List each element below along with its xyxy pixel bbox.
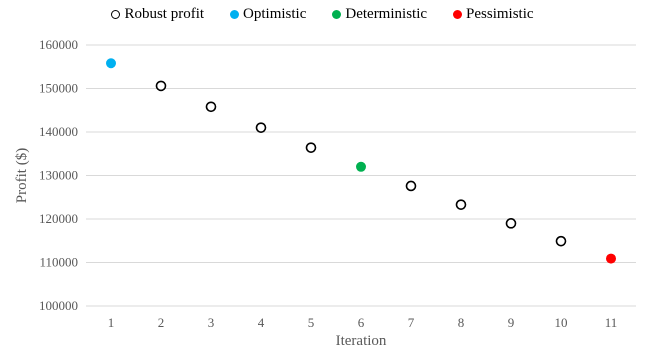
x-tick-label-6: 6	[358, 315, 365, 330]
point-robust-profit-2	[155, 80, 167, 92]
legend-item-robust-profit: Robust profit	[111, 6, 204, 23]
x-tick-label-1: 1	[108, 315, 115, 330]
x-tick-label-7: 7	[408, 315, 415, 330]
x-tick-label-10: 10	[555, 315, 568, 330]
x-tick-label-8: 8	[458, 315, 465, 330]
point-deterministic-6	[356, 161, 366, 172]
point-robust-profit-9	[505, 218, 517, 229]
x-tick-label-4: 4	[258, 315, 265, 330]
y-tick-label-130000: 130000	[39, 168, 78, 183]
y-tick-label-160000: 160000	[39, 37, 78, 52]
point-robust-profit-3	[205, 101, 217, 113]
x-tick-label-2: 2	[158, 315, 165, 330]
legend-item-pessimistic: Pessimistic	[453, 6, 534, 23]
point-optimistic-1	[106, 58, 116, 69]
y-tick-label-120000: 120000	[39, 211, 78, 226]
point-robust-profit-7	[405, 180, 417, 192]
point-robust-profit-5	[305, 142, 317, 153]
y-tick-label-150000: 150000	[39, 81, 78, 96]
legend-label-pessimistic: Pessimistic	[466, 6, 534, 22]
legend-label-robust-profit: Robust profit	[124, 6, 205, 22]
y-tick-label-140000: 140000	[39, 124, 78, 139]
point-robust-profit-10	[555, 235, 567, 247]
x-tick-label-11: 11	[605, 315, 618, 330]
chart-legend: Robust profit Optimistic Deterministic Pess…	[0, 6, 645, 23]
y-tick-label-100000: 100000	[39, 298, 78, 313]
legend-item-deterministic: Deterministic	[332, 6, 427, 23]
legend-marker-pessimistic	[453, 10, 463, 19]
legend-marker-robust-profit	[111, 10, 121, 19]
x-tick-label-5: 5	[308, 315, 315, 330]
y-axis-label: Profit ($)	[14, 148, 30, 203]
x-tick-labels: 1 2 3 4 5 6 7 8 9 10 11	[108, 315, 618, 330]
data-points	[106, 58, 616, 264]
x-tick-label-9: 9	[508, 315, 515, 330]
legend-marker-deterministic	[332, 10, 342, 19]
legend-label-optimistic: Optimistic	[243, 6, 307, 22]
legend-item-optimistic: Optimistic	[230, 6, 306, 23]
y-tick-labels: 100000 110000 120000 130000 140000 150000 1600…	[39, 37, 78, 313]
point-robust-profit-4	[255, 122, 267, 133]
legend-label-deterministic: Deterministic	[345, 6, 428, 22]
point-pessimistic-11	[606, 253, 616, 264]
x-tick-label-3: 3	[208, 315, 215, 330]
legend-marker-optimistic	[230, 10, 240, 19]
y-tick-label-110000: 110000	[39, 255, 78, 270]
point-robust-profit-8	[455, 199, 467, 210]
grid-lines	[86, 44, 636, 307]
x-axis-label: Iteration	[336, 333, 387, 349]
